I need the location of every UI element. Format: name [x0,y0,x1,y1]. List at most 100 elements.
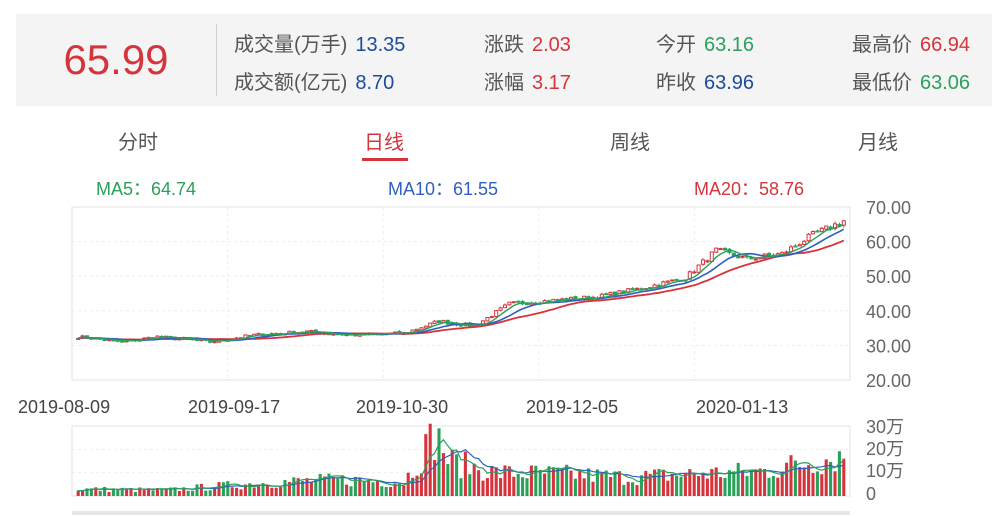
volume-bar [675,475,679,496]
price-tick-label: 70.00 [866,198,911,218]
volume-bar [331,476,335,496]
volume-bar [349,486,353,496]
volume-bar [103,486,107,496]
volume-tick-label: 20万 [866,439,904,459]
volume-bar [305,478,309,496]
candle-body [516,300,521,303]
volume-bar [125,488,129,496]
volume-bar [609,476,613,496]
price-tick-label: 60.00 [866,233,911,253]
candle-body [423,325,428,329]
volume-bar [534,465,538,496]
volume-bar [833,471,837,496]
volume-bar [384,487,388,496]
volume-bar [182,487,186,496]
volume-bar [714,467,718,496]
volume-bar [617,471,621,496]
candle-body [753,258,758,261]
stat-change-pct: 涨幅 3.17 [484,66,571,95]
stat-volume: 成交量(万手) 13.35 [234,28,405,57]
tab-monthly[interactable]: 月线 [858,132,898,154]
volume-bar [771,476,775,496]
volume-bar [767,477,771,496]
volume-bar [463,451,467,496]
volume-bar [626,481,630,496]
volume-bar [679,476,683,496]
volume-bar [829,462,833,496]
candle-body [656,284,662,287]
volume-bar [622,484,626,496]
volume-bar [758,468,762,496]
volume-bar [362,481,366,496]
price-tick-label: 40.00 [866,302,911,322]
volume-bar [98,490,102,496]
quote-panel: 65.99 成交量(万手) 13.35 成交额(亿元) 8.70 涨跌 2.03 涨幅… [16,14,992,106]
volume-bar [499,477,503,496]
candle-body [502,304,508,309]
candle-body [498,307,503,311]
volume-bar [472,463,476,496]
volume-bar [648,473,652,496]
volume-bar [644,470,648,496]
quote-divider [216,24,217,96]
ma20-legend: MA20：58.76 [694,179,805,199]
volume-bar [129,487,133,496]
volume-bar [116,490,120,496]
candle-body [722,247,728,251]
candle-body [740,255,745,258]
active-tab-indicator [362,158,408,161]
volume-bar [138,487,142,496]
volume-bar [481,480,485,496]
price-tick-label: 30.00 [866,336,911,356]
volume-bar [494,467,498,496]
stat-label: 涨幅 [484,72,524,94]
volume-bar [235,487,239,496]
volume-bar [837,451,841,496]
volume-bar [516,473,520,496]
volume-bar [279,487,283,496]
volume-bar [287,481,291,496]
volume-bar [393,483,397,496]
volume-bar [820,474,824,496]
ma5-line [78,224,845,342]
candle-body [788,246,794,253]
volume-bar [842,458,846,496]
volume-bar [107,492,111,496]
volume-bar [670,473,674,496]
volume-bar [164,488,168,496]
tab-intraday[interactable]: 分时 [118,132,158,154]
volume-bar [591,481,595,496]
candle-body [634,287,640,290]
volume-bar [419,473,423,496]
tab-weekly[interactable]: 周线 [610,132,650,154]
last-price: 65.99 [63,36,169,83]
volume-bar [793,460,797,496]
volume-bar [367,480,371,496]
candle-body [630,288,635,291]
volume-bar [199,483,203,496]
volume-bar [318,473,322,496]
stat-open: 今开 63.16 [656,28,754,57]
candle-body [604,293,609,296]
volume-bar [556,467,560,496]
tab-daily[interactable]: 日线 [364,132,404,154]
volume-bar [604,470,608,496]
volume-bar [217,482,221,496]
stat-label: 成交额(亿元) [234,72,348,94]
volume-bar [763,469,767,496]
volume-bar [327,473,331,496]
volume-bar [314,479,318,496]
volume-bar [265,485,269,496]
volume-bar [274,487,278,496]
candle-body [494,310,499,317]
volume-bar [727,470,731,496]
volume-bar [371,482,375,496]
volume-bar [754,470,758,496]
candle-body [692,271,697,274]
volume-bar [94,487,98,496]
volume-bar [657,469,661,496]
volume-bar [723,477,727,496]
volume-bar [468,474,472,496]
volume-bar [600,473,604,496]
